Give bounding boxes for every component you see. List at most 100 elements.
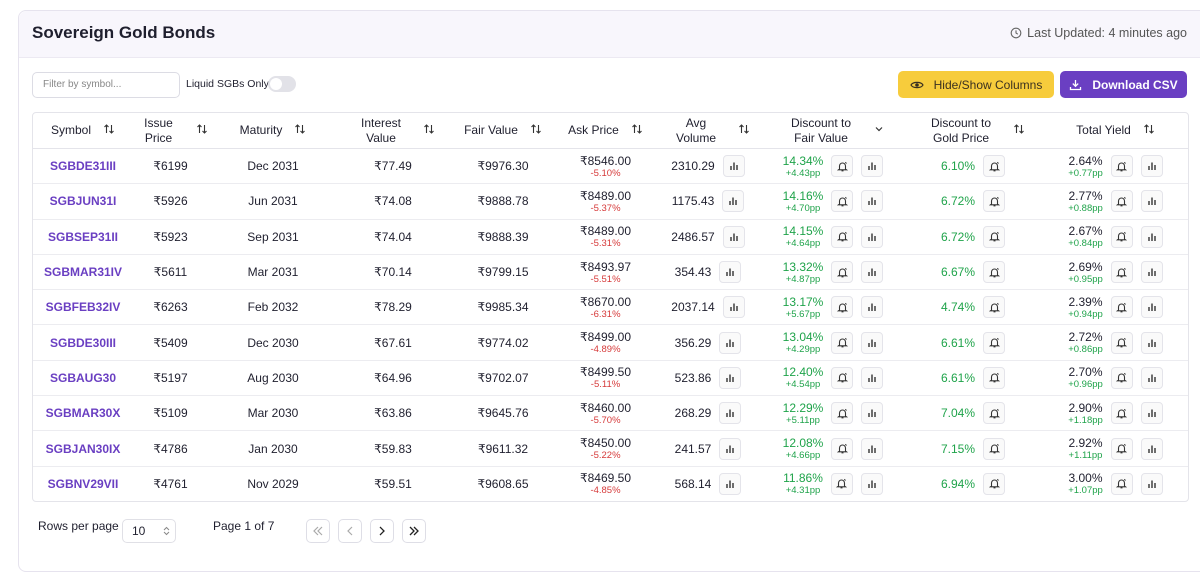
bell-button[interactable]	[983, 366, 1006, 389]
sort-control[interactable]	[196, 123, 208, 139]
bell-button[interactable]	[1110, 331, 1133, 354]
column-header[interactable]: Discount to Fair Value	[763, 113, 903, 149]
bell-button[interactable]	[1110, 437, 1133, 460]
sort-control[interactable]	[294, 123, 306, 139]
bell-button[interactable]	[831, 331, 854, 354]
symbol[interactable]: SGBAUG30	[49, 370, 117, 385]
chart-button[interactable]	[722, 190, 745, 213]
filter-input[interactable]: Filter by symbol...	[32, 72, 180, 98]
bell-button[interactable]	[983, 155, 1006, 178]
chart-button[interactable]	[861, 296, 884, 319]
last-page-button[interactable]	[402, 519, 426, 543]
chart-button[interactable]	[719, 402, 742, 425]
symbol[interactable]: SGBJAN30IX	[45, 441, 121, 456]
bell-button[interactable]	[983, 472, 1006, 495]
sort-control[interactable]	[530, 123, 542, 139]
symbol[interactable]: SGBDE30III	[49, 335, 117, 350]
bell-button[interactable]	[1110, 296, 1133, 319]
symbol[interactable]: SGBNV29VII	[47, 476, 119, 491]
chart-button[interactable]	[722, 155, 745, 178]
bell-button[interactable]	[1110, 366, 1133, 389]
chart-button[interactable]	[719, 472, 742, 495]
chart-button[interactable]	[861, 366, 884, 389]
chart-button[interactable]	[1140, 366, 1163, 389]
sort-control[interactable]	[103, 123, 115, 139]
bell-button[interactable]	[831, 437, 854, 460]
table-cell: ₹64.96	[338, 360, 448, 397]
symbol[interactable]: SGBMAR31IV	[43, 265, 123, 280]
bell-button[interactable]	[1110, 155, 1133, 178]
chart-button[interactable]	[861, 331, 884, 354]
sort-control[interactable]	[873, 123, 885, 139]
column-header[interactable]: Ask Price	[558, 113, 653, 149]
column-header[interactable]: Maturity	[208, 113, 338, 149]
chart-button[interactable]	[719, 437, 742, 460]
bell-button[interactable]	[983, 261, 1006, 284]
chart-button[interactable]	[719, 366, 742, 389]
chart-button[interactable]	[861, 155, 884, 178]
chart-button[interactable]	[722, 296, 745, 319]
chart-button[interactable]	[1140, 331, 1163, 354]
bell-button[interactable]	[831, 225, 854, 248]
bell-button[interactable]	[831, 402, 854, 425]
column-header[interactable]: Avg Volume	[653, 113, 763, 149]
chart-button[interactable]	[1140, 472, 1163, 495]
chart-button[interactable]	[861, 190, 884, 213]
sort-control[interactable]	[738, 123, 750, 139]
chart-button[interactable]	[722, 225, 745, 248]
sort-control[interactable]	[1143, 123, 1155, 139]
bell-button[interactable]	[983, 190, 1006, 213]
column-header[interactable]: Discount to Gold Price	[903, 113, 1043, 149]
bell-button[interactable]	[831, 261, 854, 284]
bell-button[interactable]	[983, 402, 1006, 425]
bell-button[interactable]	[1110, 225, 1133, 248]
chart-button[interactable]	[1140, 437, 1163, 460]
prev-page-button[interactable]	[338, 519, 362, 543]
column-header[interactable]: Interest Value	[338, 113, 448, 149]
next-page-button[interactable]	[370, 519, 394, 543]
symbol[interactable]: SGBSEP31II	[47, 229, 119, 244]
sort-control[interactable]	[631, 123, 643, 139]
bell-button[interactable]	[1110, 402, 1133, 425]
column-header[interactable]: Total Yield	[1043, 113, 1188, 149]
bell-button[interactable]	[1110, 472, 1133, 495]
symbol[interactable]: SGBDE31III	[49, 159, 117, 174]
symbol[interactable]: SGBJUN31I	[49, 194, 117, 209]
chart-button[interactable]	[861, 402, 884, 425]
first-page-button[interactable]	[306, 519, 330, 543]
chart-button[interactable]	[1140, 261, 1163, 284]
bell-button[interactable]	[983, 296, 1006, 319]
bell-button[interactable]	[983, 225, 1006, 248]
hide-show-button[interactable]: Hide/Show Columns	[898, 71, 1054, 98]
chart-button[interactable]	[861, 261, 884, 284]
chart-button[interactable]	[719, 261, 742, 284]
chart-button[interactable]	[1140, 155, 1163, 178]
chart-button[interactable]	[861, 225, 884, 248]
bell-button[interactable]	[831, 155, 854, 178]
download-button[interactable]: Download CSV	[1060, 71, 1187, 98]
column-header[interactable]: Issue Price	[133, 113, 208, 149]
chart-button[interactable]	[719, 331, 742, 354]
sort-control[interactable]	[1013, 123, 1025, 139]
symbol[interactable]: SGBMAR30X	[45, 406, 121, 421]
rows-per-page-select[interactable]: 10	[122, 519, 176, 543]
chart-button[interactable]	[1140, 402, 1163, 425]
bell-button[interactable]	[983, 331, 1006, 354]
bell-button[interactable]	[831, 366, 854, 389]
chart-button[interactable]	[861, 437, 884, 460]
sort-control[interactable]	[423, 123, 435, 139]
bell-button[interactable]	[830, 472, 853, 495]
symbol[interactable]: SGBFEB32IV	[45, 300, 121, 315]
column-header[interactable]: Symbol	[33, 113, 133, 149]
chart-button[interactable]	[860, 472, 883, 495]
bell-button[interactable]	[1110, 261, 1133, 284]
chart-button[interactable]	[1140, 190, 1163, 213]
bell-button[interactable]	[1110, 190, 1133, 213]
bell-button[interactable]	[831, 296, 854, 319]
chart-button[interactable]	[1140, 225, 1163, 248]
bell-button[interactable]	[983, 437, 1006, 460]
column-header[interactable]: Fair Value	[448, 113, 558, 149]
chart-button[interactable]	[1140, 296, 1163, 319]
liquid-toggle[interactable]	[268, 76, 296, 92]
bell-button[interactable]	[831, 190, 854, 213]
